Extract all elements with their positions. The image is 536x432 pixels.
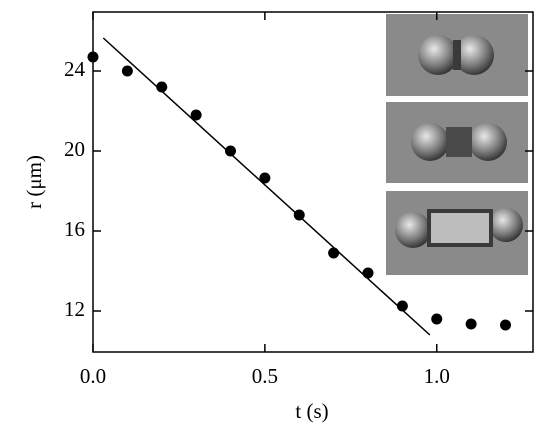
data-point — [190, 109, 202, 121]
inset-neck — [446, 127, 472, 157]
x-tick-label: 0.5 — [252, 364, 278, 388]
y-tick-label: 20 — [64, 137, 85, 161]
inset-droplet — [411, 123, 449, 161]
data-point — [156, 81, 168, 93]
data-point — [121, 65, 133, 77]
inset-droplet — [454, 35, 494, 75]
inset-neck — [427, 209, 493, 247]
fit-line — [102, 37, 431, 336]
inset-droplet — [489, 208, 523, 242]
data-point — [259, 172, 271, 184]
data-point — [87, 51, 99, 63]
x-tick-label: 0.0 — [80, 364, 106, 388]
data-point — [500, 319, 511, 331]
inset-images — [386, 14, 528, 275]
data-point — [465, 318, 477, 330]
inset-droplet — [469, 123, 507, 161]
inset-droplet — [418, 35, 458, 75]
x-axis-label: t (s) — [295, 399, 328, 423]
data-point — [225, 145, 236, 157]
x-tick-label: 1.0 — [424, 364, 450, 388]
y-tick-label: 12 — [64, 297, 85, 321]
data-point — [431, 313, 443, 325]
data-point — [328, 247, 340, 259]
data-point — [396, 300, 408, 312]
y-tick-label: 16 — [64, 217, 85, 241]
inset-droplet — [395, 212, 431, 248]
data-point — [362, 267, 374, 279]
inset-neck — [453, 40, 461, 70]
y-tick-label: 24 — [64, 57, 86, 81]
y-axis-label: r (μm) — [22, 155, 46, 209]
plot-frame — [92, 11, 534, 353]
